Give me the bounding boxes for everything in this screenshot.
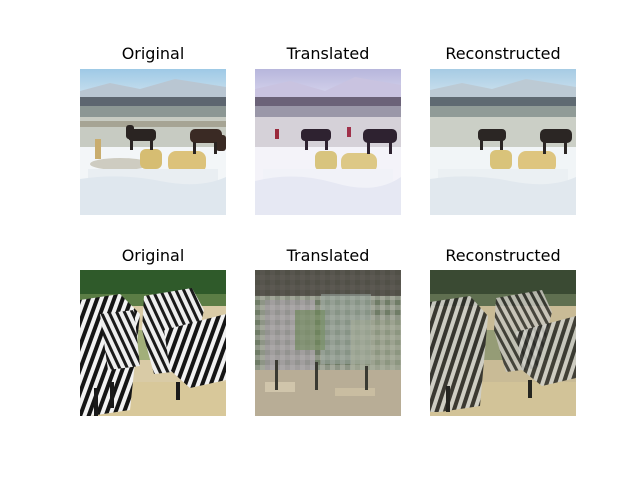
panel-title-r1-c1: Original: [121, 44, 185, 63]
panel-title-r2-c2: Translated: [286, 246, 370, 265]
horse-reconstructed-image: [430, 69, 576, 215]
panel-title-r2-c3: Reconstructed: [445, 246, 561, 265]
panel-title-r2-c1: Original: [121, 246, 185, 265]
zebra-original-image: [80, 270, 226, 416]
zebra-translated-image: [255, 270, 401, 416]
panel-title-r1-c2: Translated: [286, 44, 370, 63]
panel-title-r1-c3: Reconstructed: [445, 44, 561, 63]
horse-translated-image: [255, 69, 401, 215]
zebra-reconstructed-image: [430, 270, 576, 416]
horse-original-image: [80, 69, 226, 215]
